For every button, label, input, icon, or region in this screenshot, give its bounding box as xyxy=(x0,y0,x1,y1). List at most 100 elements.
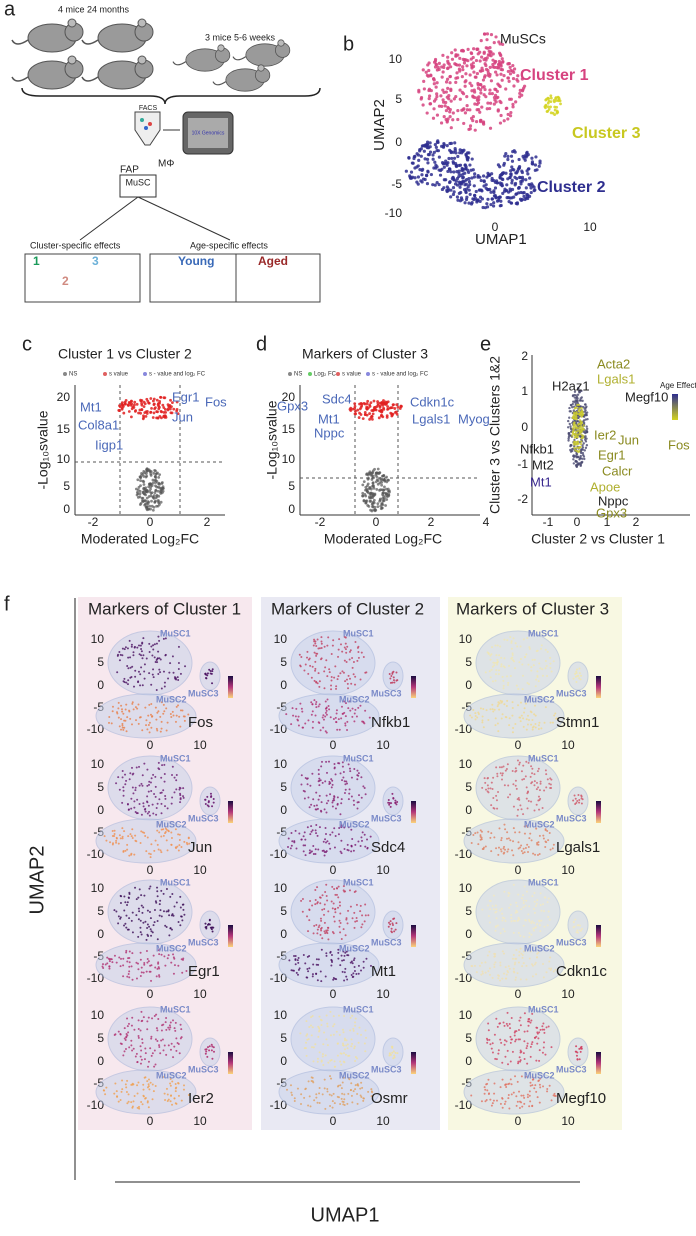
cell-dot xyxy=(503,657,506,660)
cell-dot xyxy=(329,1010,332,1013)
cell-dot xyxy=(291,969,294,972)
cell-dot xyxy=(327,938,330,941)
cell-dot xyxy=(506,675,509,678)
cell-dot xyxy=(489,676,492,679)
cell-dot xyxy=(577,416,580,420)
cell-dot xyxy=(309,1105,312,1108)
cell-dot xyxy=(467,188,471,192)
cell-dot xyxy=(468,73,472,77)
cell-dot xyxy=(139,931,142,934)
cell-dot xyxy=(150,964,153,967)
gene-label: Osmr xyxy=(371,1090,408,1107)
cell-dot xyxy=(315,924,318,927)
x-tick-label: 0 xyxy=(515,1114,522,1128)
cell-dot xyxy=(362,401,366,405)
cell-dot xyxy=(166,957,169,960)
cell-dot xyxy=(318,680,321,683)
cell-dot xyxy=(553,714,556,717)
cell-dot xyxy=(503,154,507,158)
cell-dot xyxy=(343,1098,346,1101)
cell-dot xyxy=(486,101,490,105)
cell-dot xyxy=(457,169,461,173)
cell-dot xyxy=(117,776,120,779)
legend-dot xyxy=(366,372,370,376)
cell-dot xyxy=(332,717,335,720)
cell-dot xyxy=(480,973,483,976)
cell-dot xyxy=(116,712,119,715)
cell-dot xyxy=(578,1047,581,1050)
cell-dot xyxy=(307,1038,310,1041)
cell-dot xyxy=(546,674,549,677)
cell-dot xyxy=(337,1014,340,1017)
cell-dot xyxy=(484,845,487,848)
panel-label: b xyxy=(343,33,354,55)
cell-dot xyxy=(335,687,338,690)
cell-dot xyxy=(167,1026,170,1029)
cell-dot xyxy=(335,887,338,890)
cell-dot xyxy=(573,443,576,446)
cell-dot xyxy=(162,1049,165,1052)
cell-dot xyxy=(131,1106,134,1109)
cell-dot xyxy=(149,472,153,476)
cell-dot xyxy=(156,489,160,493)
y-tick-label: -10 xyxy=(455,1098,473,1112)
cell-dot xyxy=(579,410,583,414)
cell-dot xyxy=(179,725,182,728)
cell-dot xyxy=(532,725,535,728)
cell-dot xyxy=(492,710,495,713)
cell-dot xyxy=(511,167,515,172)
cell-dot xyxy=(325,1014,328,1017)
cell-dot xyxy=(306,826,309,829)
y-tick-label: 5 xyxy=(97,655,104,669)
cell-dot xyxy=(544,1053,547,1056)
cell-dot xyxy=(380,414,383,418)
cell-dot xyxy=(456,117,460,122)
cell-dot xyxy=(353,1045,356,1048)
cell-dot xyxy=(494,644,497,647)
cell-dot xyxy=(483,87,487,92)
cell-dot xyxy=(334,907,337,910)
cell-dot xyxy=(518,1107,521,1110)
y-tick-label: 5 xyxy=(97,904,104,918)
cell-dot xyxy=(120,401,124,405)
cell-dot xyxy=(466,168,470,172)
cluster-label: MuSC2 xyxy=(524,943,555,953)
y-tick-label: 5 xyxy=(465,904,472,918)
cell-dot xyxy=(497,40,501,44)
cell-dot xyxy=(177,645,180,648)
column-header: Markers of Cluster 1 xyxy=(88,599,241,618)
cell-dot xyxy=(159,899,162,902)
cell-dot xyxy=(499,1038,502,1041)
cell-dot xyxy=(131,978,134,981)
cell-dot xyxy=(344,788,347,791)
cell-dot xyxy=(171,1103,174,1106)
cell-dot xyxy=(160,953,163,956)
cell-dot xyxy=(172,953,175,956)
cell-dot xyxy=(539,1028,542,1031)
legend-title: Age Effect xyxy=(660,381,696,390)
cell-dot xyxy=(516,1080,519,1083)
cell-dot xyxy=(348,792,351,795)
cell-dot xyxy=(164,653,167,656)
cell-dot xyxy=(149,781,152,784)
cell-dot xyxy=(433,160,437,164)
cell-dot xyxy=(528,920,531,923)
cell-dot xyxy=(211,682,214,685)
cell-dot xyxy=(315,824,318,827)
cell-dot xyxy=(357,1041,360,1044)
cell-dot xyxy=(351,838,354,841)
cell-dot xyxy=(169,1082,172,1085)
cell-dot xyxy=(305,976,308,979)
cell-dot xyxy=(327,799,330,802)
cell-dot xyxy=(543,1028,546,1031)
gene-label: Lgals1 xyxy=(556,839,600,856)
cell-dot xyxy=(299,1032,302,1035)
cell-dot xyxy=(446,59,450,63)
cell-dot xyxy=(536,853,539,856)
cell-dot xyxy=(529,710,532,713)
cell-dot xyxy=(450,57,455,61)
cell-dot xyxy=(154,476,158,479)
cell-dot xyxy=(153,500,157,504)
cell-dot xyxy=(435,68,439,72)
cell-dot xyxy=(152,644,155,647)
